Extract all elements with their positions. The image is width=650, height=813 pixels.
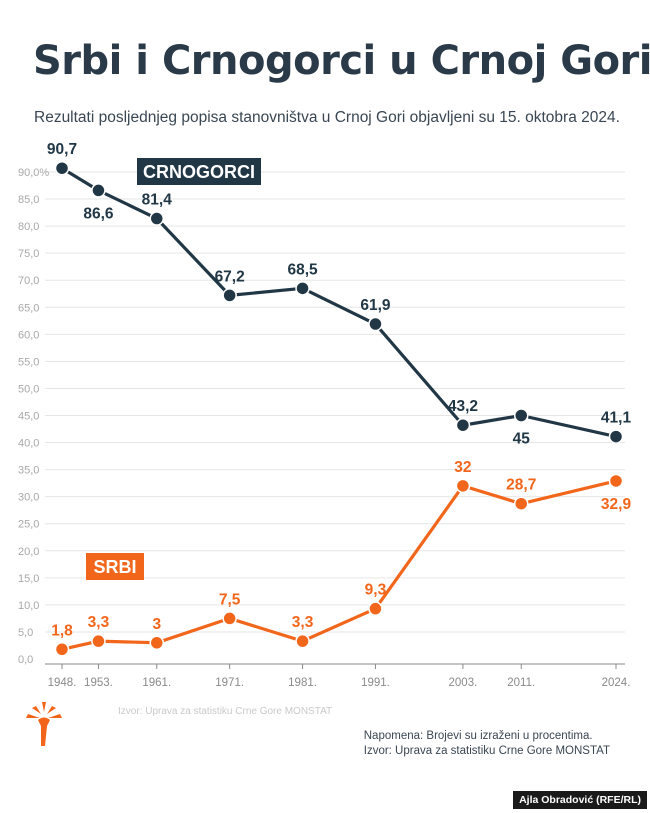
data-label: 45 [513,431,531,448]
x-tick-label: 2024. [602,677,631,689]
data-label: 43,2 [448,398,478,415]
legend-box [86,553,144,580]
x-tick-label: 1961. [142,677,171,689]
data-label: 61,9 [360,297,391,314]
x-tick-label: 2011. [507,677,535,689]
y-tick-label: 5,0 [18,627,33,639]
data-point [222,611,237,626]
data-point [608,429,624,444]
note-text: Napomena: Brojevi su izraženi u procenti… [363,730,593,742]
data-point [368,601,383,616]
y-tick-label: 10,0 [18,600,39,612]
y-tick-label: 15,0 [18,573,39,585]
y-tick-label: 0,0 [18,654,33,666]
data-label: 28,7 [506,477,536,494]
x-tick-label: 1991. [361,677,390,689]
data-point [54,642,70,657]
data-point [91,183,106,198]
data-point [149,635,165,651]
legend-label: CRNOGORCI [143,162,255,182]
x-tick-label: 1981. [288,677,317,689]
data-label: 7,5 [219,591,241,608]
data-label: 32,9 [601,496,632,513]
faded-source: Izvor: Uprava za statistiku Crne Gore MO… [118,706,333,717]
x-tick-label: 1971. [215,677,244,689]
legend-box [137,158,261,185]
data-label: 3,3 [88,614,110,631]
data-label: 32 [454,459,471,476]
data-label: 90,7 [47,141,77,158]
data-point [513,408,529,423]
subtitle: Rezultati posljednjeg popisa stanovništv… [34,109,620,126]
series-line-srbi [61,479,617,651]
y-tick-label: 55,0 [18,356,39,368]
y-tick-label: 75,0 [18,248,39,260]
y-tick-label: 35,0 [18,465,39,477]
data-label: 81,4 [142,192,173,209]
y-tick-label: 80,0 [18,221,39,233]
data-point [149,211,165,226]
source-text: Izvor: Uprava za statistiku Crne Gore MO… [363,745,610,757]
y-tick-label: 90,0% [18,167,49,179]
author-credit: Ajla Obradović (RFE/RL) [513,791,647,809]
data-point [91,633,106,649]
data-point [513,496,529,511]
legend-label: SRBI [93,557,136,577]
data-label: 1,8 [51,622,73,639]
y-tick-label: 40,0 [18,438,39,450]
y-tick-label: 70,0 [18,275,39,287]
data-point [455,478,471,494]
y-tick-label: 60,0 [18,329,39,341]
y-tick-label: 25,0 [18,519,39,531]
data-point [295,281,310,296]
data-point [54,160,70,176]
y-tick-label: 65,0 [18,302,39,314]
source-note: Napomena: Brojevi su izraženi u procenti… [364,729,610,759]
data-point [222,288,237,303]
data-label: 68,5 [287,261,318,278]
data-point [295,633,310,649]
data-label: 67,2 [215,268,245,285]
x-tick-label: 1953. [84,677,113,689]
rfe-logo-icon [24,700,64,755]
data-label: 86,6 [83,205,114,222]
data-point [368,316,383,332]
y-tick-label: 30,0 [18,492,39,504]
data-label: 9,3 [365,582,387,599]
y-tick-label: 20,0 [18,546,39,558]
data-label: 3,3 [292,614,314,631]
data-point [455,417,471,433]
x-tick-label: 2003. [449,677,478,689]
page-title: Srbi i Crnogorci u Crnoj Gori [33,38,650,84]
data-point [608,473,624,489]
y-tick-label: 45,0 [18,411,39,423]
y-tick-label: 50,0 [18,383,39,395]
data-label: 3 [152,616,161,633]
x-tick-label: 1948. [48,677,77,689]
y-tick-label: 85,0 [18,194,39,206]
data-label: 41,1 [601,410,632,427]
